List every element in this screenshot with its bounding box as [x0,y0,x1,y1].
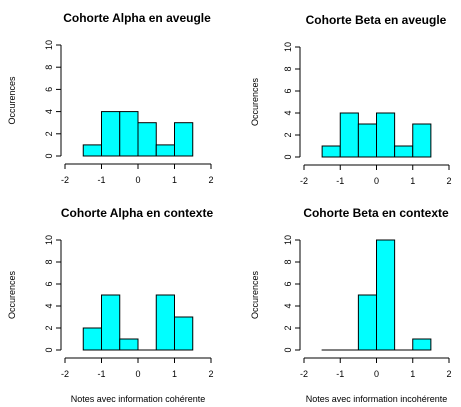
x-tick-label: -1 [336,369,344,379]
y-tick-label: 6 [44,87,54,92]
y-tick-label: 0 [283,347,293,352]
x-tick-label: 2 [208,175,213,185]
y-tick-label: 4 [283,303,293,308]
x-tick-label: 2 [446,369,451,379]
histogram-bar [155,294,175,351]
histogram-bar [376,239,396,351]
y-tick-label: 8 [44,259,54,264]
x-tick-label: -2 [300,176,308,186]
x-tick-label: 2 [208,369,213,379]
y-tick-label: 6 [44,281,54,286]
y-tick-label: 2 [44,325,54,330]
y-axis-label: Occurences [7,270,17,319]
x-tick-label: -2 [300,369,308,379]
x-tick-label: 0 [374,369,379,379]
y-tick-label: 6 [283,281,293,286]
chart-panel-3: Cohorte Alpha en contexte Occurences Notes… [7,206,214,404]
y-axis-label: Occurences [250,77,260,126]
x-tick-label: 0 [135,175,140,185]
x-tick-label: 1 [172,369,177,379]
histogram-bar [376,112,396,158]
y-tick-label: 4 [44,303,54,308]
x-tick-label: 0 [135,369,140,379]
histogram-bar [82,327,102,351]
x-tick-label: -2 [61,175,69,185]
histogram-bar [339,112,359,158]
histogram-bar [101,111,121,157]
y-tick-label: 10 [44,40,54,50]
histogram-bar [174,316,194,351]
y-axis-label: Occurences [7,76,17,125]
histogram-bar [174,122,194,157]
chart-title: Cohorte Alpha en contexte [61,206,214,220]
histogram-bar [357,123,377,158]
histogram-bar [357,294,377,351]
chart-panel-1: Cohorte Alpha en aveugle Occurences -2 -1 0 1… [7,11,214,185]
x-tick-label: -1 [336,176,344,186]
histogram-bar [101,294,121,351]
y-tick-label: 6 [283,88,293,93]
y-tick-label: 8 [283,66,293,71]
x-tick-label: 2 [446,176,451,186]
y-tick-label: 0 [283,154,293,159]
histogram-bar [321,145,341,158]
x-tick-label: -2 [61,369,69,379]
x-axis-label: Notes avec information cohérente [71,394,206,404]
histogram-bar [82,144,102,157]
chart-panel-4: Cohorte Beta en contexte Occurences Notes … [250,206,452,404]
y-tick-label: 10 [283,42,293,52]
histogram-bar [394,145,414,158]
histogram-bar [137,122,157,157]
y-tick-label: 2 [283,132,293,137]
x-axis-label: Notes avec information incohérente [306,394,448,404]
histogram-bar [119,111,139,157]
y-tick-label: 10 [44,235,54,245]
y-tick-label: 4 [44,109,54,114]
histogram-bar [412,123,432,158]
y-tick-label: 10 [283,235,293,245]
chart-panel-2: Cohorte Beta en aveugle Occurences -2 -1 0 1 2… [250,13,452,186]
x-tick-label: 1 [410,176,415,186]
y-tick-label: 0 [44,347,54,352]
y-tick-label: 2 [283,325,293,330]
chart-title: Cohorte Beta en contexte [303,206,449,220]
histogram-bar [119,338,139,351]
x-tick-label: 1 [172,175,177,185]
y-tick-label: 0 [44,153,54,158]
y-tick-label: 8 [283,259,293,264]
y-tick-label: 8 [44,65,54,70]
chart-title: Cohorte Beta en aveugle [306,13,447,27]
x-tick-label: 1 [410,369,415,379]
y-tick-label: 4 [283,110,293,115]
histogram-bar [412,338,432,351]
chart-title: Cohorte Alpha en aveugle [63,11,211,25]
x-tick-label: 0 [374,176,379,186]
x-tick-label: -1 [97,369,105,379]
histogram-bar [155,144,175,157]
y-tick-label: 2 [44,131,54,136]
y-axis-label: Occurences [250,270,260,319]
x-tick-label: -1 [97,175,105,185]
